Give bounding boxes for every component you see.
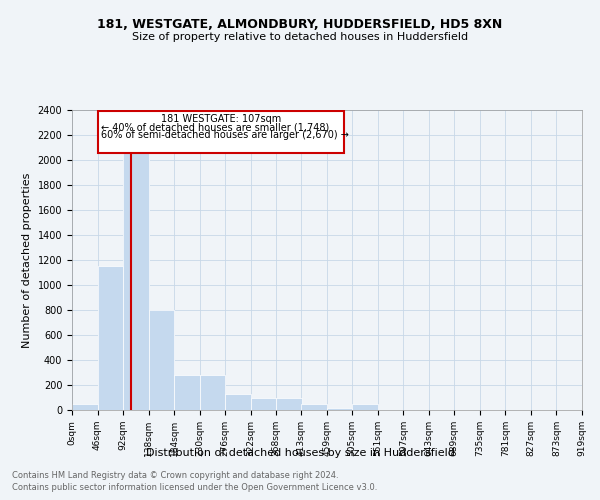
Bar xyxy=(98,266,123,410)
Bar xyxy=(72,404,98,410)
Text: ← 40% of detached houses are smaller (1,748): ← 40% of detached houses are smaller (1,… xyxy=(101,122,329,132)
Text: 181 WESTGATE: 107sqm: 181 WESTGATE: 107sqm xyxy=(161,114,281,124)
Bar xyxy=(149,310,174,410)
Text: 181, WESTGATE, ALMONDBURY, HUDDERSFIELD, HD5 8XN: 181, WESTGATE, ALMONDBURY, HUDDERSFIELD,… xyxy=(97,18,503,30)
Bar xyxy=(352,404,378,410)
Bar xyxy=(276,398,302,410)
Bar xyxy=(301,404,327,410)
Text: Contains HM Land Registry data © Crown copyright and database right 2024.: Contains HM Land Registry data © Crown c… xyxy=(12,471,338,480)
Text: Contains public sector information licensed under the Open Government Licence v3: Contains public sector information licen… xyxy=(12,484,377,492)
FancyBboxPatch shape xyxy=(98,110,344,152)
Bar xyxy=(225,394,251,410)
Bar xyxy=(200,375,225,410)
Text: Distribution of detached houses by size in Huddersfield: Distribution of detached houses by size … xyxy=(146,448,454,458)
Text: Size of property relative to detached houses in Huddersfield: Size of property relative to detached ho… xyxy=(132,32,468,42)
Bar xyxy=(251,398,276,410)
Bar xyxy=(327,408,352,410)
Text: 60% of semi-detached houses are larger (2,670) →: 60% of semi-detached houses are larger (… xyxy=(101,130,349,140)
Bar xyxy=(174,375,200,410)
Y-axis label: Number of detached properties: Number of detached properties xyxy=(22,172,32,348)
Bar xyxy=(123,135,149,410)
